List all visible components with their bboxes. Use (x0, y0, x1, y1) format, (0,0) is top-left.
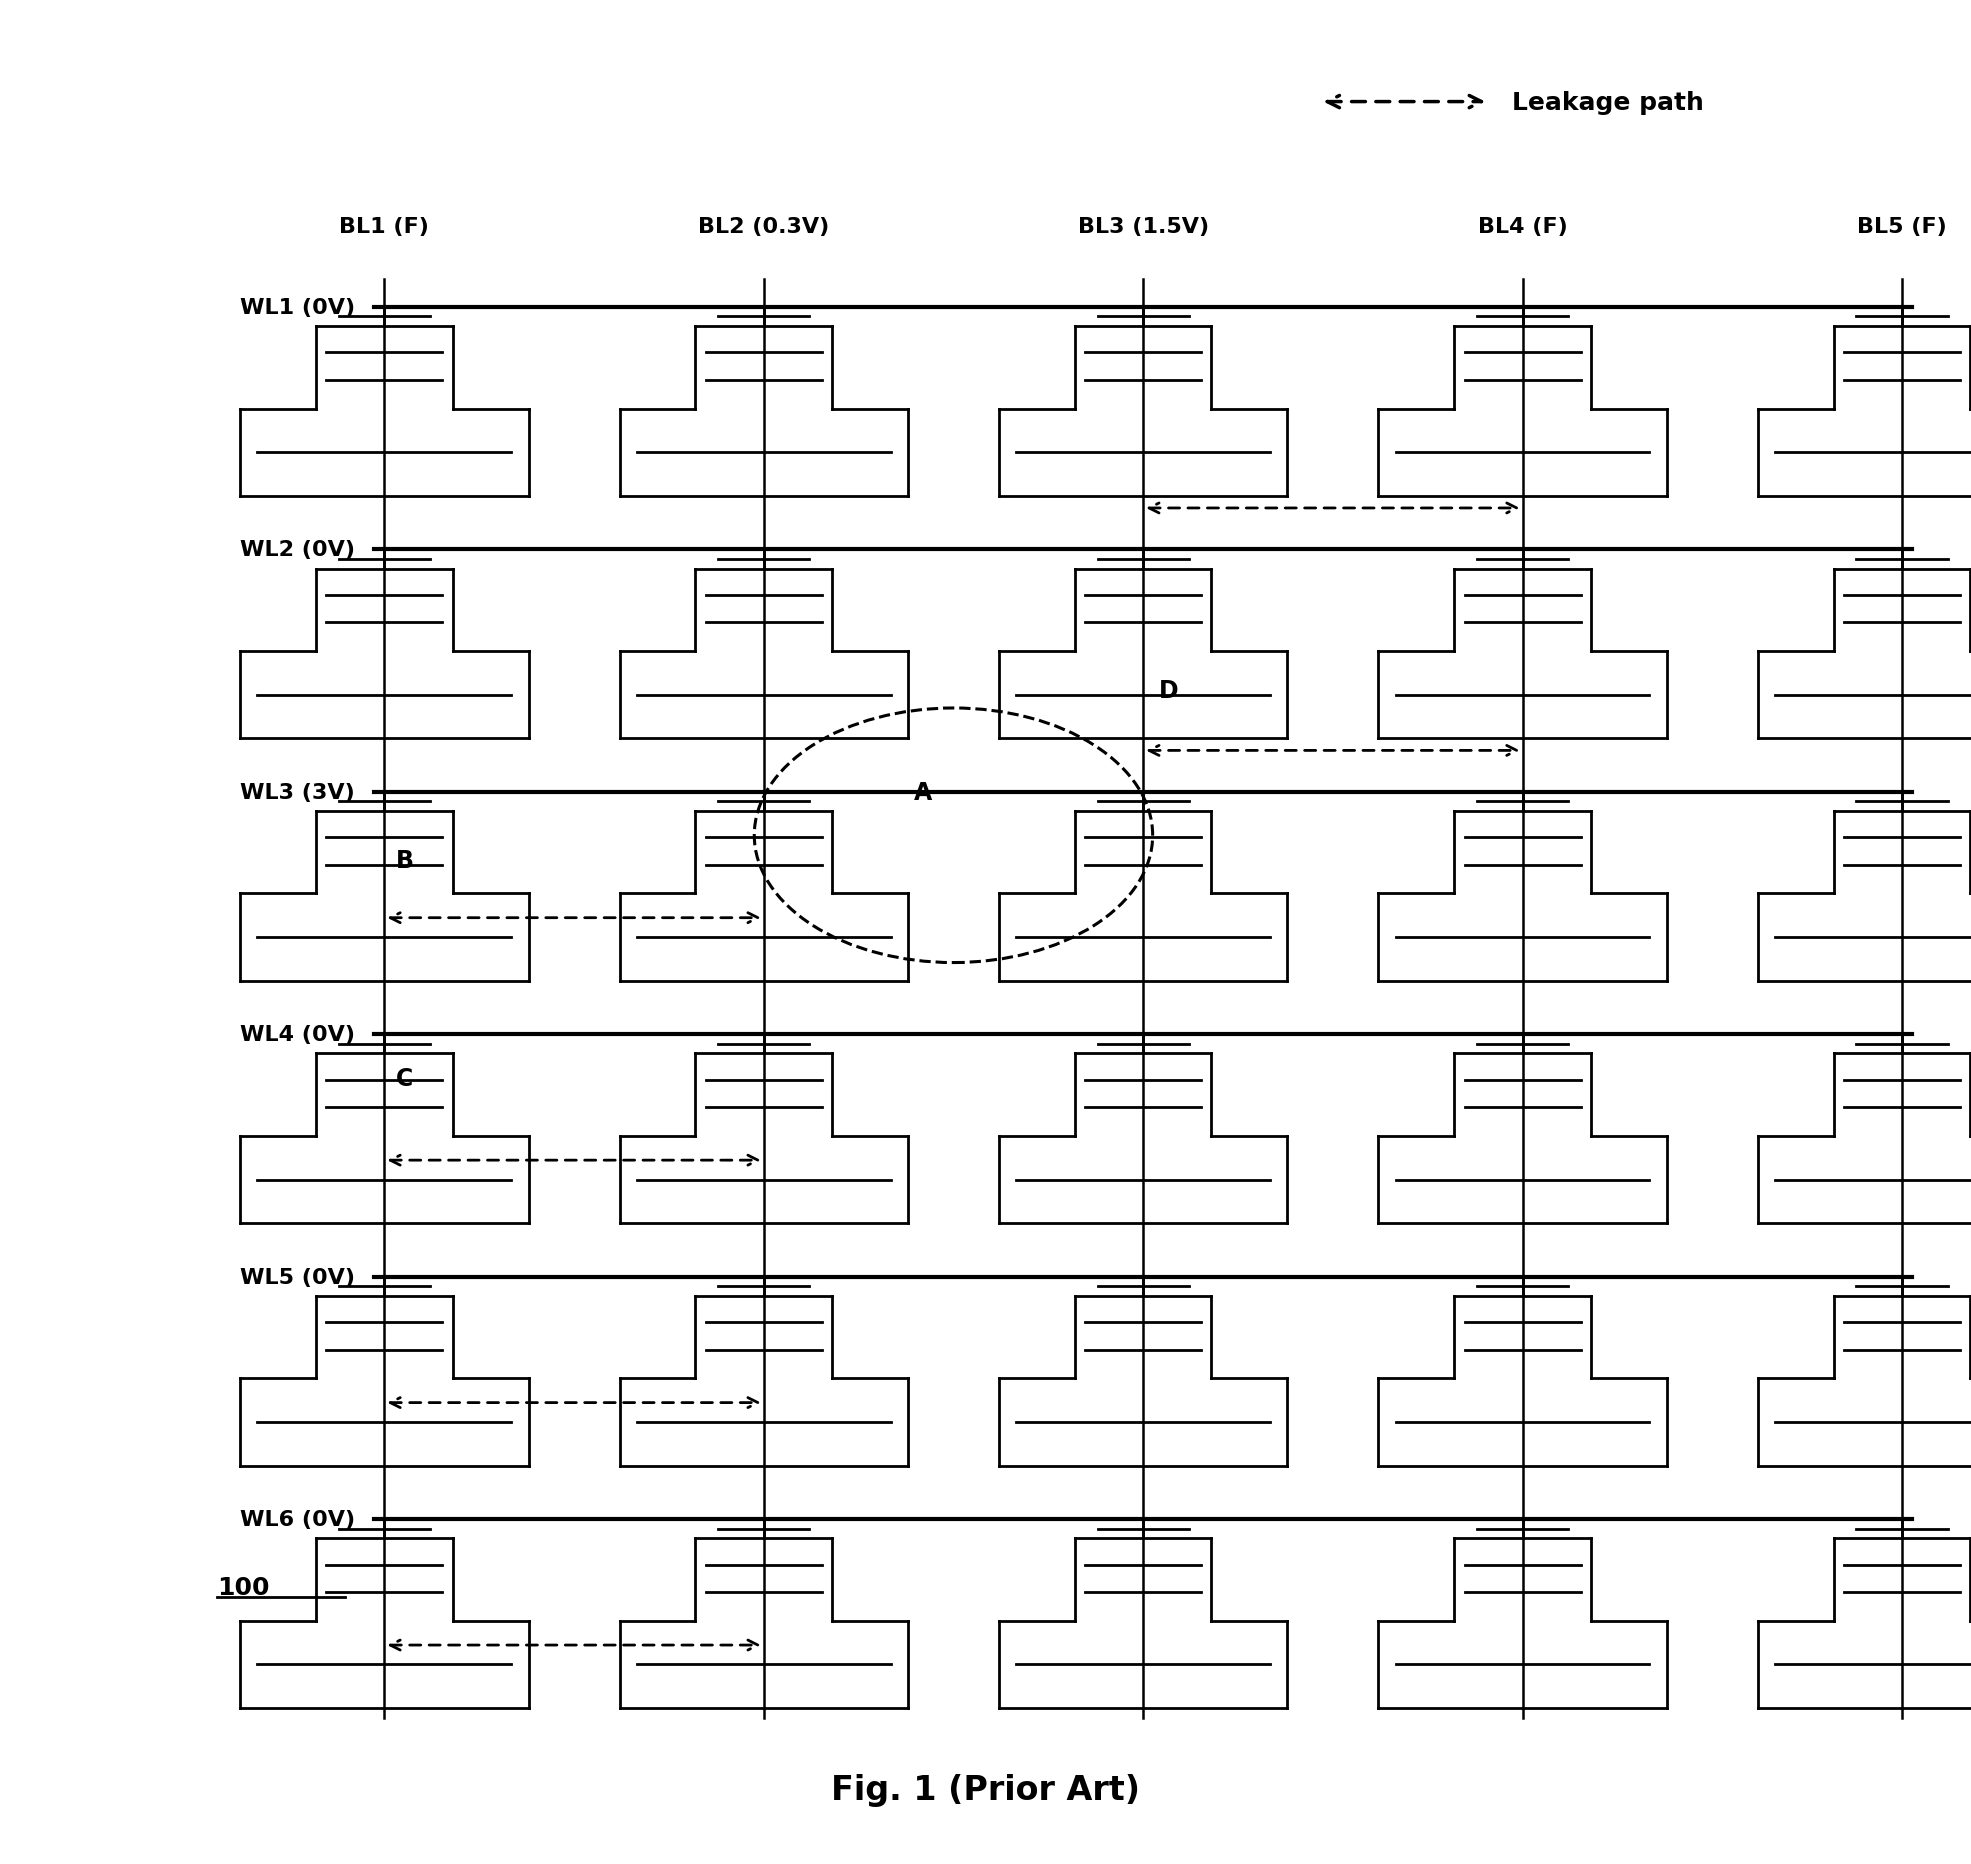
Text: WL3 (3V): WL3 (3V) (240, 783, 355, 802)
Text: BL4 (F): BL4 (F) (1478, 216, 1567, 237)
Text: D: D (1159, 678, 1179, 703)
Text: C: C (396, 1066, 414, 1090)
Text: WL1 (0V): WL1 (0V) (240, 298, 355, 317)
Text: WL4 (0V): WL4 (0V) (240, 1025, 355, 1044)
Text: Fig. 1 (Prior Art): Fig. 1 (Prior Art) (832, 1773, 1139, 1806)
Text: B: B (396, 848, 414, 872)
Text: Leakage path: Leakage path (1512, 91, 1703, 114)
Text: WL2 (0V): WL2 (0V) (240, 541, 355, 559)
Text: WL6 (0V): WL6 (0V) (240, 1510, 355, 1528)
Text: A: A (915, 781, 932, 803)
Text: 100: 100 (217, 1575, 270, 1599)
Text: BL3 (1.5V): BL3 (1.5V) (1078, 216, 1208, 237)
Text: BL1 (F): BL1 (F) (339, 216, 430, 237)
Text: BL5 (F): BL5 (F) (1857, 216, 1947, 237)
Text: WL5 (0V): WL5 (0V) (240, 1268, 355, 1286)
Text: BL2 (0.3V): BL2 (0.3V) (698, 216, 830, 237)
